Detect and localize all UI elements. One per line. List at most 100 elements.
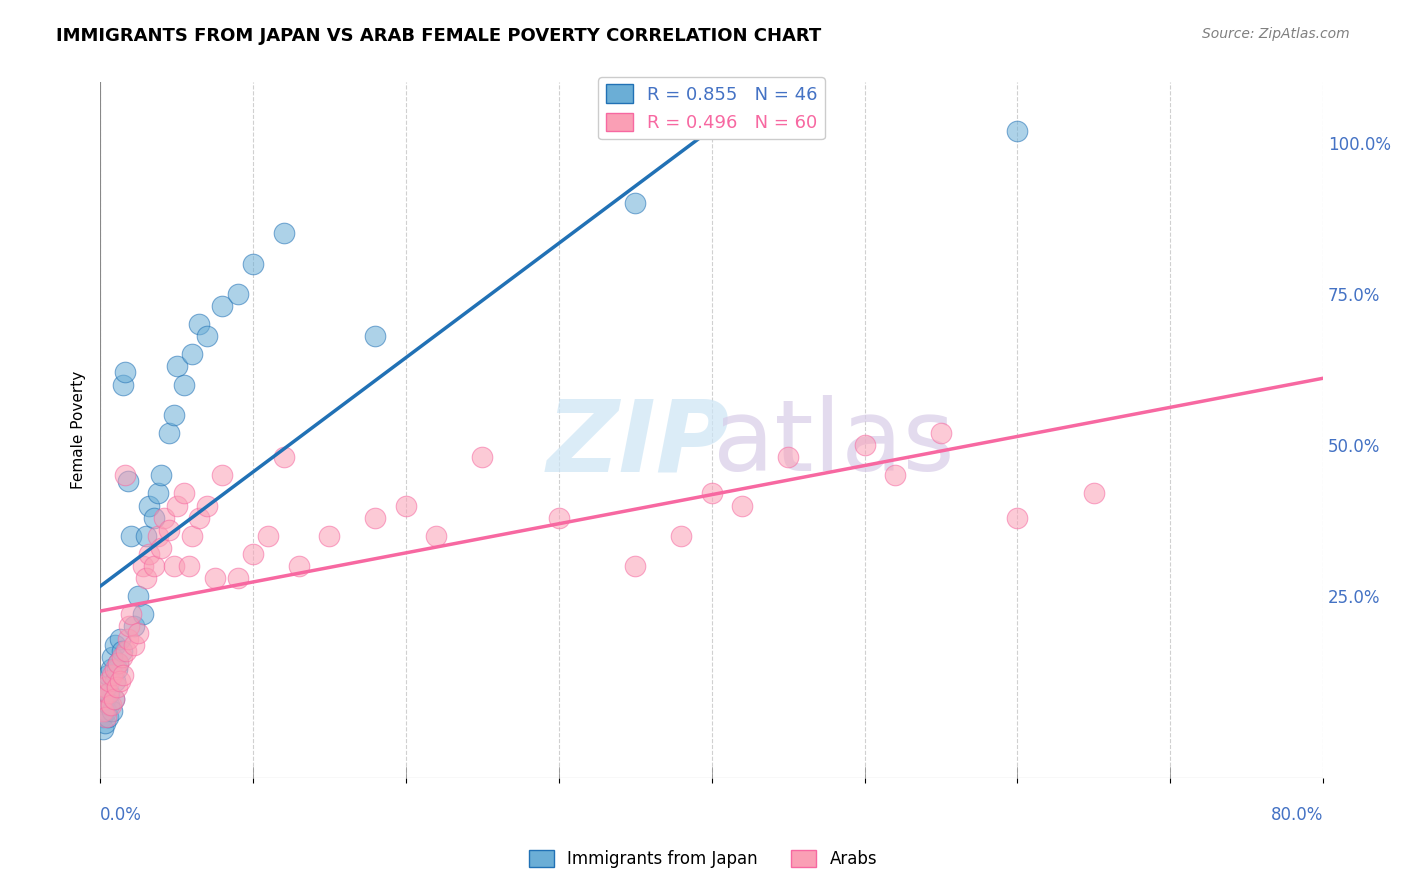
Point xyxy=(118,619,141,633)
Point xyxy=(96,710,118,724)
Point xyxy=(138,499,160,513)
Point xyxy=(114,366,136,380)
Text: 80.0%: 80.0% xyxy=(1271,806,1323,824)
Point xyxy=(112,668,135,682)
Point xyxy=(117,632,139,646)
Text: atlas: atlas xyxy=(713,395,955,492)
Point xyxy=(853,438,876,452)
Point xyxy=(120,529,142,543)
Point xyxy=(148,529,170,543)
Point xyxy=(107,656,129,670)
Point xyxy=(157,425,180,440)
Point xyxy=(104,673,127,688)
Point xyxy=(96,680,118,694)
Point xyxy=(117,475,139,489)
Point xyxy=(97,710,120,724)
Point xyxy=(138,547,160,561)
Point xyxy=(226,286,249,301)
Point xyxy=(101,668,124,682)
Point xyxy=(91,723,114,737)
Point xyxy=(162,559,184,574)
Point xyxy=(127,625,149,640)
Point xyxy=(148,486,170,500)
Text: IMMIGRANTS FROM JAPAN VS ARAB FEMALE POVERTY CORRELATION CHART: IMMIGRANTS FROM JAPAN VS ARAB FEMALE POV… xyxy=(56,27,821,45)
Point xyxy=(425,529,447,543)
Point xyxy=(1007,123,1029,137)
Point xyxy=(97,686,120,700)
Point xyxy=(929,425,952,440)
Point xyxy=(104,638,127,652)
Point xyxy=(731,499,754,513)
Point xyxy=(96,704,118,718)
Point xyxy=(150,541,173,555)
Point xyxy=(104,662,127,676)
Point xyxy=(547,510,569,524)
Point xyxy=(204,571,226,585)
Point xyxy=(93,680,115,694)
Point xyxy=(166,499,188,513)
Point xyxy=(93,716,115,731)
Point xyxy=(195,499,218,513)
Point xyxy=(108,673,131,688)
Point xyxy=(122,619,145,633)
Point xyxy=(1083,486,1105,500)
Text: 0.0%: 0.0% xyxy=(100,806,142,824)
Point xyxy=(101,649,124,664)
Point xyxy=(180,529,202,543)
Point xyxy=(471,450,494,464)
Point xyxy=(364,510,387,524)
Point xyxy=(105,662,128,676)
Point xyxy=(700,486,723,500)
Point xyxy=(226,571,249,585)
Point xyxy=(90,692,112,706)
Point xyxy=(318,529,340,543)
Text: Source: ZipAtlas.com: Source: ZipAtlas.com xyxy=(1202,27,1350,41)
Point xyxy=(153,510,176,524)
Point xyxy=(188,317,211,331)
Point xyxy=(188,510,211,524)
Point xyxy=(115,643,138,657)
Point xyxy=(127,589,149,603)
Point xyxy=(110,649,132,664)
Point xyxy=(157,523,180,537)
Point xyxy=(98,673,121,688)
Point xyxy=(257,529,280,543)
Point xyxy=(90,710,112,724)
Point xyxy=(242,257,264,271)
Point xyxy=(122,638,145,652)
Point xyxy=(108,632,131,646)
Point xyxy=(195,329,218,343)
Point xyxy=(624,196,647,211)
Point xyxy=(93,692,115,706)
Point xyxy=(91,704,114,718)
Point xyxy=(105,680,128,694)
Point xyxy=(624,559,647,574)
Point xyxy=(135,571,157,585)
Point xyxy=(173,377,195,392)
Point xyxy=(114,468,136,483)
Y-axis label: Female Poverty: Female Poverty xyxy=(72,371,86,489)
Point xyxy=(162,408,184,422)
Point xyxy=(884,468,907,483)
Point xyxy=(273,450,295,464)
Point xyxy=(669,529,692,543)
Point xyxy=(173,486,195,500)
Point xyxy=(98,698,121,712)
Point xyxy=(364,329,387,343)
Point xyxy=(778,450,800,464)
Point xyxy=(1007,510,1029,524)
Point xyxy=(135,529,157,543)
Point xyxy=(110,643,132,657)
Point xyxy=(112,377,135,392)
Point xyxy=(142,510,165,524)
Legend: R = 0.855   N = 46, R = 0.496   N = 60: R = 0.855 N = 46, R = 0.496 N = 60 xyxy=(599,78,825,139)
Point xyxy=(211,468,233,483)
Point xyxy=(180,347,202,361)
Point xyxy=(395,499,418,513)
Point xyxy=(100,662,122,676)
Point xyxy=(150,468,173,483)
Point xyxy=(142,559,165,574)
Point xyxy=(98,686,121,700)
Point xyxy=(288,559,311,574)
Point xyxy=(101,704,124,718)
